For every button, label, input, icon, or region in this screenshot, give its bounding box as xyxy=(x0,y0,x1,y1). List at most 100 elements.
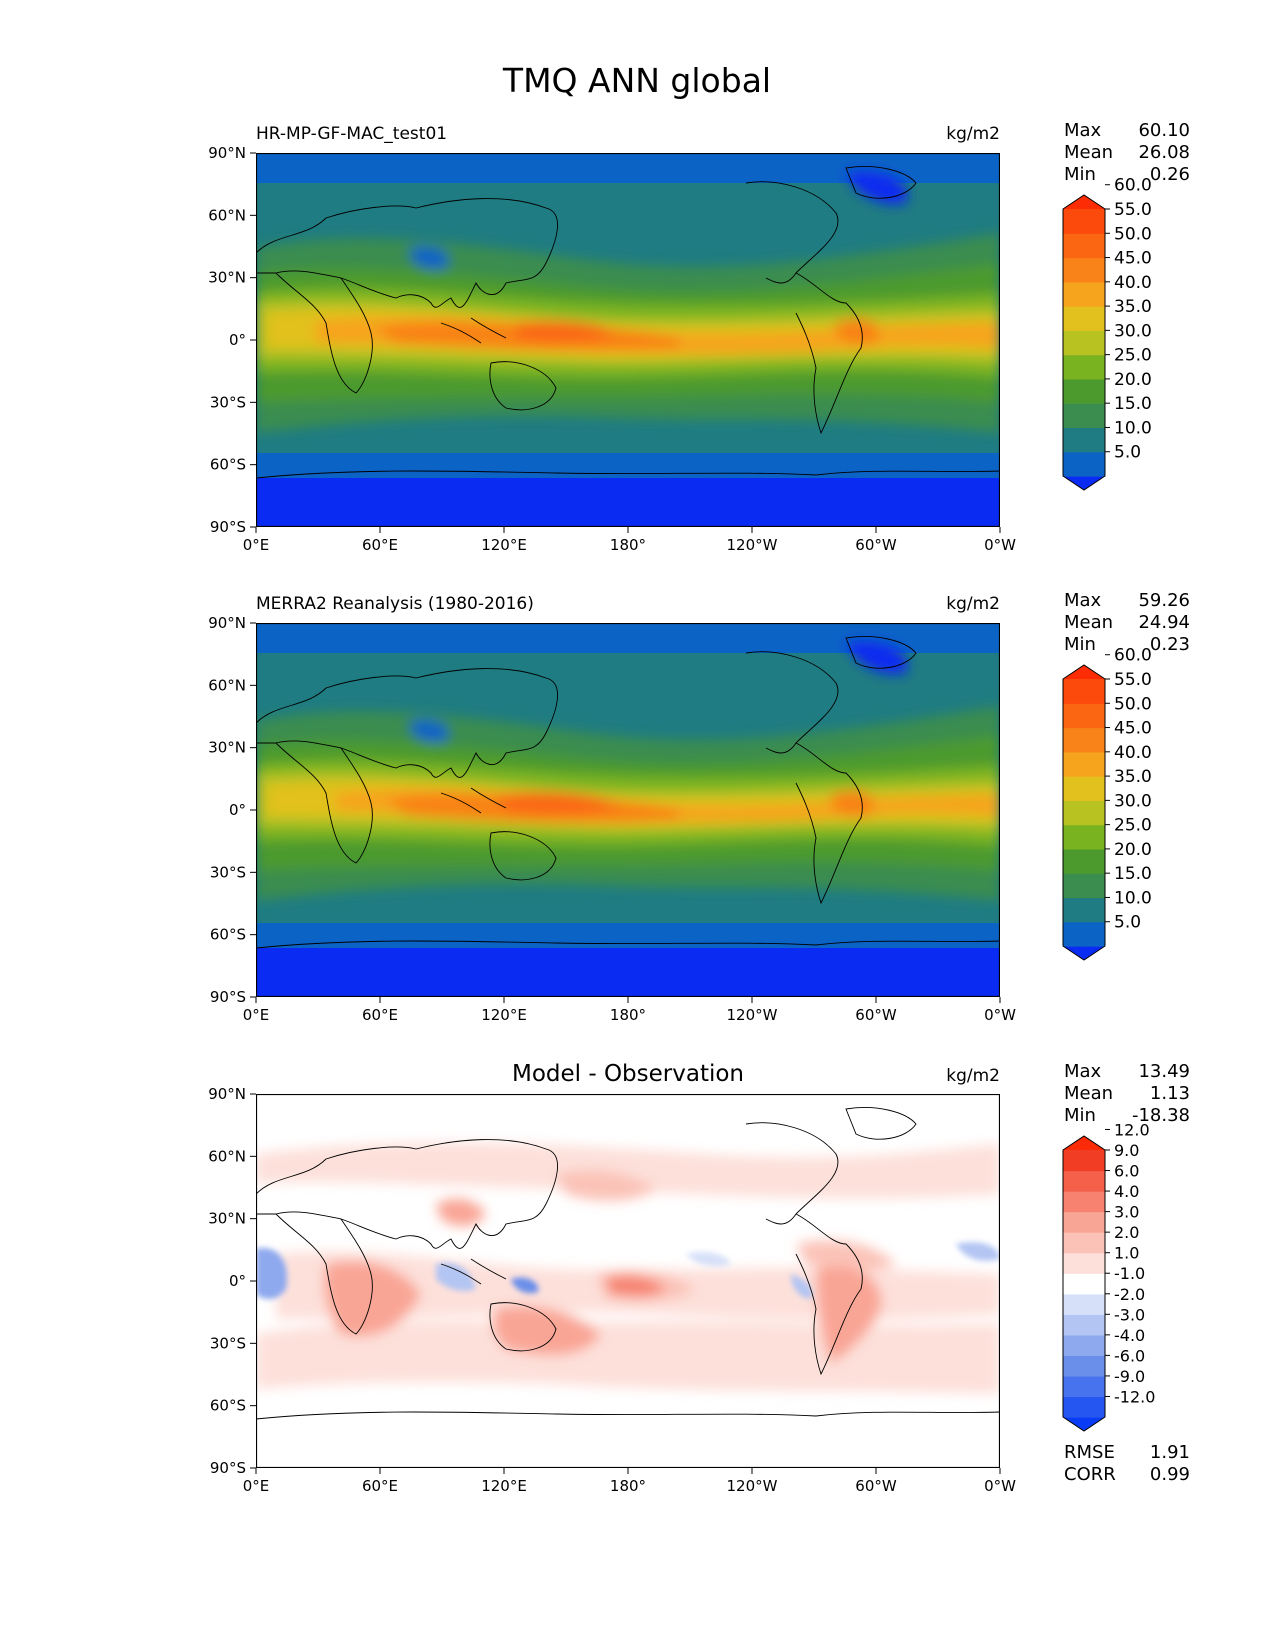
panel-test: HR-MP-GF-MAC_test01 kg/m2 xyxy=(208,120,1190,554)
panel-reference: MERRA2 Reanalysis (1980-2016) kg/m2 xyxy=(208,590,1190,1024)
colorbar-tick-label: 2.0 xyxy=(1114,1223,1139,1242)
colorbar-segment xyxy=(1063,306,1105,331)
colorbar-tick-label: 3.0 xyxy=(1114,1203,1139,1222)
xtick-label: 0°E xyxy=(243,1006,270,1024)
panel-test-map xyxy=(256,153,1000,527)
ytick-label: 30°N xyxy=(208,739,246,757)
ytick-label: 90°N xyxy=(208,614,246,632)
xtick-label: 120°E xyxy=(481,536,527,554)
ytick-label: 30°N xyxy=(208,1210,246,1228)
colorbar-segment xyxy=(1063,751,1105,777)
xtick-label: 120°E xyxy=(481,1006,527,1024)
colorbar-segment xyxy=(1063,1150,1105,1172)
colorbar-tick-label: 25.0 xyxy=(1114,346,1152,366)
colorbar-segment xyxy=(1063,897,1105,923)
colorbar-extend-min xyxy=(1063,946,1105,960)
panel-test-frame xyxy=(256,153,1000,527)
colorbar-tick-label: -2.0 xyxy=(1114,1285,1145,1304)
colorbar-tick-label: 55.0 xyxy=(1114,670,1152,690)
colorbar-tick-label: 10.0 xyxy=(1114,418,1152,438)
stat-value: -18.38 xyxy=(1132,1105,1190,1126)
xtick-label: 0°W xyxy=(984,1006,1016,1024)
stat-label: Max xyxy=(1064,120,1102,141)
xtick-label: 0°W xyxy=(984,536,1016,554)
panel-difference: Model - Observation kg/m2 xyxy=(208,1061,1190,1495)
xtick-label: 60°W xyxy=(855,1006,897,1024)
stat-value: 0.26 xyxy=(1150,164,1190,185)
colorbar-segment xyxy=(1063,1293,1105,1315)
xtick-label: 0°E xyxy=(243,536,270,554)
colorbar-segment xyxy=(1063,921,1105,947)
colorbar-extend-max xyxy=(1063,195,1105,209)
xtick-label: 0°E xyxy=(243,1477,270,1495)
xtick-label: 120°E xyxy=(481,1477,527,1495)
xtick-label: 60°E xyxy=(362,536,398,554)
ytick-label: 90°S xyxy=(210,988,246,1006)
colorbar-tick-label: 5.0 xyxy=(1114,913,1141,933)
panel-reference-yticks: 90°N 60°N 30°N 0° 30°S 60°S 90°S xyxy=(208,614,256,1006)
xtick-label: 120°W xyxy=(727,536,778,554)
colorbar-tick-label: 35.0 xyxy=(1114,767,1152,787)
panel-difference-coastlines xyxy=(256,1107,1000,1420)
colorbar-segment xyxy=(1063,330,1105,356)
colorbar-outline xyxy=(1062,1135,1106,1432)
panel-reference-units: kg/m2 xyxy=(946,594,1000,614)
colorbar-segment xyxy=(1063,824,1105,850)
colorbar-segment xyxy=(1063,1252,1105,1274)
colorbar-tick-label: 9.0 xyxy=(1114,1141,1139,1160)
colorbar-tick-label: 15.0 xyxy=(1114,394,1152,414)
colorbar-tick-label: 4.0 xyxy=(1114,1182,1139,1201)
colorbar-extend-max xyxy=(1063,665,1105,679)
stat-value: 59.26 xyxy=(1138,590,1190,611)
colorbar-outline xyxy=(1062,194,1106,491)
panel-test-title: HR-MP-GF-MAC_test01 xyxy=(256,124,447,144)
stat-value: 60.10 xyxy=(1138,120,1190,141)
ytick-label: 60°S xyxy=(210,1397,246,1415)
xtick-label: 180° xyxy=(610,1006,646,1024)
panel-difference-frame xyxy=(256,1094,1000,1468)
stat-label: Max xyxy=(1064,590,1102,611)
panel-difference-yticks: 90°N 60°N 30°N 0° 30°S 60°S 90°S xyxy=(208,1085,256,1477)
panel-difference-title: Model - Observation xyxy=(512,1061,744,1087)
colorbar-tick-label: -1.0 xyxy=(1114,1264,1145,1283)
figure-title: TMQ ANN global xyxy=(502,61,771,100)
colorbar-tick-label: 45.0 xyxy=(1114,249,1152,269)
colorbar-segment xyxy=(1063,209,1105,234)
metric-label: RMSE xyxy=(1064,1442,1115,1463)
colorbar-segment xyxy=(1063,1375,1105,1398)
colorbar-tick-label: 1.0 xyxy=(1114,1244,1139,1263)
colorbar-tick-label: 6.0 xyxy=(1114,1162,1139,1181)
ytick-label: 90°N xyxy=(208,144,246,162)
xtick-label: 60°E xyxy=(362,1006,398,1024)
colorbar-segment xyxy=(1063,233,1105,259)
ytick-label: 60°N xyxy=(208,206,246,224)
ytick-label: 60°N xyxy=(208,1147,246,1165)
panel-difference-map xyxy=(256,1094,1000,1468)
stat-label: Max xyxy=(1064,1061,1102,1082)
ytick-label: 30°S xyxy=(210,863,246,881)
panel-reference-map xyxy=(256,623,1000,997)
colorbar-tick-label: 35.0 xyxy=(1114,297,1152,317)
colorbar-segment xyxy=(1063,1334,1105,1356)
colorbar-segment xyxy=(1063,848,1105,874)
colorbar-extend-min xyxy=(1063,476,1105,490)
xtick-label: 180° xyxy=(610,1477,646,1495)
ytick-label: 30°N xyxy=(208,269,246,287)
panel-difference-units: kg/m2 xyxy=(946,1066,1000,1086)
stat-label: Mean xyxy=(1064,1083,1113,1104)
colorbar-tick-label: -3.0 xyxy=(1114,1305,1145,1324)
stat-label: Mean xyxy=(1064,612,1113,633)
colorbar-segment xyxy=(1063,427,1105,453)
metric-value: 1.91 xyxy=(1150,1442,1190,1463)
colorbar-segment xyxy=(1063,354,1105,380)
colorbar-tick-label: 15.0 xyxy=(1114,864,1152,884)
panel-reference-frame xyxy=(256,623,1000,997)
colorbar-tick-label: 50.0 xyxy=(1114,224,1152,244)
xtick-label: 60°W xyxy=(855,536,897,554)
ytick-label: 30°S xyxy=(210,1334,246,1352)
colorbar-segment xyxy=(1063,451,1105,477)
colorbar-tick-label: 60.0 xyxy=(1114,176,1152,196)
metric-value: 0.99 xyxy=(1150,1464,1190,1485)
colorbar-segment xyxy=(1063,1191,1105,1213)
ytick-label: 90°S xyxy=(210,1459,246,1477)
